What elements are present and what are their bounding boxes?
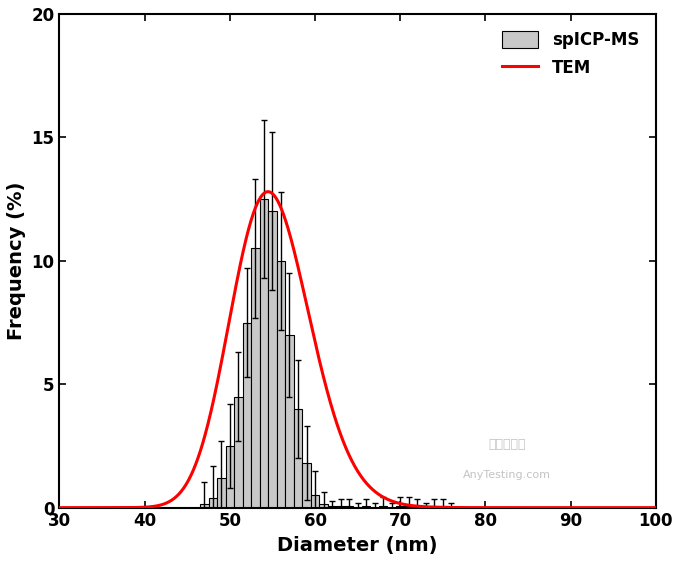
Bar (260, 199, 268, 507)
Bar (243, 323, 251, 507)
X-axis label: Diameter (nm): Diameter (nm) (277, 536, 438, 555)
Bar (311, 495, 320, 507)
Bar (303, 463, 311, 507)
Bar (320, 504, 328, 507)
Bar (209, 498, 217, 507)
Bar (234, 397, 243, 507)
Text: 嘉峨检测网: 嘉峨检测网 (488, 438, 526, 451)
Bar (439, 506, 447, 507)
Bar (217, 478, 226, 507)
Bar (328, 506, 337, 507)
Bar (277, 261, 285, 507)
Bar (362, 506, 371, 507)
Y-axis label: Frequency (%): Frequency (%) (7, 182, 26, 340)
Bar (294, 409, 303, 507)
Text: AnyTesting.com: AnyTesting.com (462, 470, 551, 480)
Bar (430, 506, 439, 507)
Bar (345, 506, 354, 507)
Bar (379, 506, 388, 507)
Bar (226, 446, 234, 507)
Bar (285, 335, 294, 507)
Bar (413, 506, 422, 507)
Bar (337, 506, 345, 507)
Bar (396, 506, 405, 507)
Bar (268, 211, 277, 507)
Bar (251, 248, 260, 507)
Bar (200, 504, 209, 507)
Legend: spICP-MS, TEM: spICP-MS, TEM (494, 22, 647, 85)
Bar (405, 506, 413, 507)
